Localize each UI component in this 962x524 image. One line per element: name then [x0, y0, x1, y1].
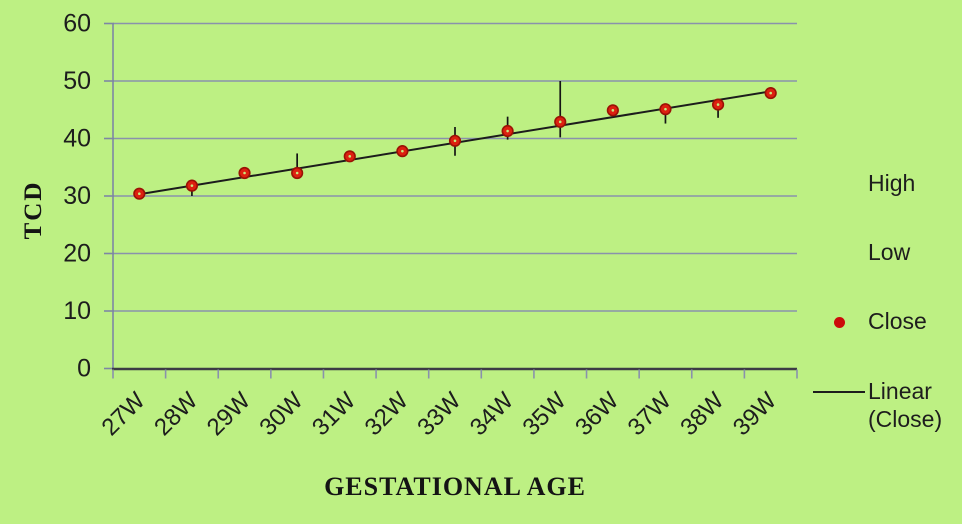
y-tick-label: 30 [63, 182, 91, 210]
close-marker-center [664, 107, 667, 111]
y-tick-labels: 0 10 20 30 40 50 60 [63, 10, 91, 383]
x-tick-label: 37W [623, 387, 677, 441]
legend-label-high: High [868, 170, 916, 196]
legend: High Low Close Linear (Close) [810, 0, 960, 524]
close-marker-center [506, 129, 509, 133]
x-tick-label: 39W [728, 387, 782, 441]
close-marker-center [611, 109, 615, 112]
close-marker-center [453, 139, 457, 143]
y-tick-label: 0 [77, 355, 91, 383]
gridlines [104, 22, 797, 370]
x-tick-label: 35W [517, 387, 571, 441]
close-marker-center [190, 184, 194, 187]
x-tick-label: 32W [360, 387, 414, 441]
close-marker-center [243, 171, 246, 175]
low-legend-key [810, 239, 868, 267]
close-marker-center [295, 171, 299, 175]
legend-item-linear-close: Linear (Close) [810, 378, 960, 433]
linear-line-icon [810, 378, 868, 406]
y-axis-title: TCD [20, 180, 47, 240]
x-tick-label: 34W [465, 387, 519, 441]
close-marker-center [348, 155, 352, 158]
y-tick-label: 60 [63, 10, 91, 38]
legend-label-linear-close: Linear (Close) [868, 378, 943, 432]
y-tick-label: 50 [63, 67, 91, 95]
x-axis-title: GESTATIONAL AGE [324, 472, 586, 501]
close-marker-center [769, 91, 772, 95]
close-markers [133, 86, 777, 200]
x-tick-label: 27W [97, 387, 151, 441]
close-marker-icon [810, 308, 868, 336]
x-tick-label: 33W [412, 387, 466, 441]
close-marker-center [716, 103, 720, 106]
legend-label-close: Close [868, 308, 927, 334]
legend-item-low: Low [810, 239, 960, 267]
y-tick-label: 20 [63, 240, 91, 268]
x-tick-label: 36W [570, 387, 624, 441]
x-tick-label: 38W [675, 387, 729, 441]
y-tick-label: 10 [63, 297, 91, 325]
close-marker-center [558, 120, 562, 124]
high-legend-key [810, 170, 868, 198]
x-ticks [112, 369, 798, 379]
close-marker-center [401, 149, 404, 153]
x-tick-label: 31W [307, 387, 361, 441]
x-tick-label: 30W [254, 387, 308, 441]
close-marker-center [138, 192, 141, 195]
x-tick-label: 29W [202, 387, 256, 441]
legend-item-close: Close [810, 308, 960, 336]
x-tick-label: 28W [149, 387, 203, 441]
legend-label-low: Low [868, 239, 911, 265]
legend-item-high: High [810, 170, 960, 198]
y-tick-label: 40 [63, 125, 91, 153]
